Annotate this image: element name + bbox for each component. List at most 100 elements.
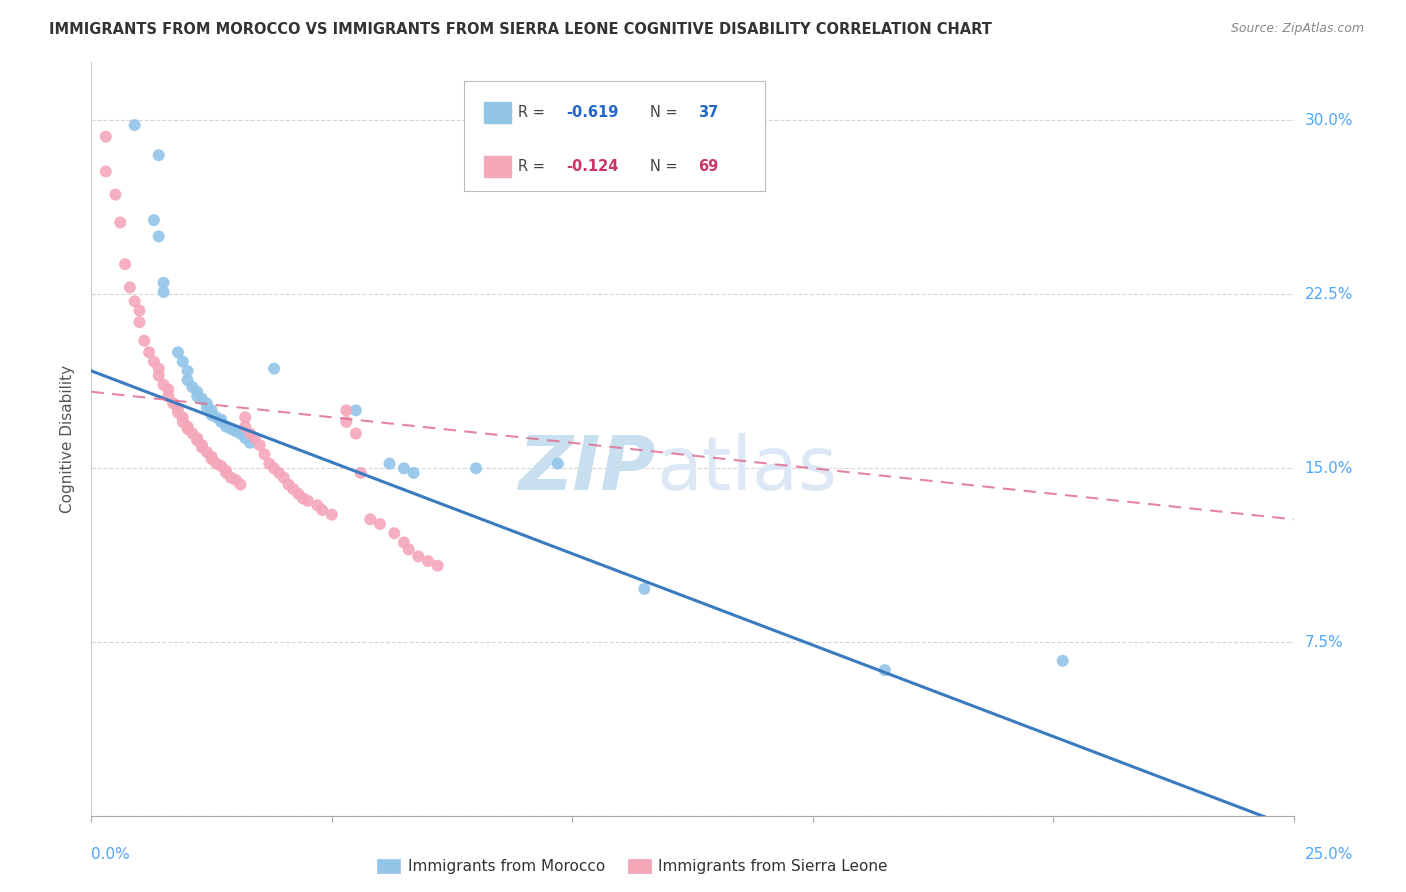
Point — [297, 493, 319, 508]
Point — [118, 280, 141, 294]
Point — [181, 426, 204, 441]
Text: IMMIGRANTS FROM MOROCCO VS IMMIGRANTS FROM SIERRA LEONE COGNITIVE DISABILITY COR: IMMIGRANTS FROM MOROCCO VS IMMIGRANTS FR… — [49, 22, 993, 37]
Point — [152, 377, 174, 392]
Point — [402, 466, 425, 480]
FancyBboxPatch shape — [485, 156, 510, 177]
Point — [392, 461, 415, 475]
Point — [172, 415, 194, 429]
Point — [195, 401, 218, 415]
Point — [243, 431, 266, 445]
Point — [273, 470, 295, 484]
Point — [167, 406, 190, 420]
Y-axis label: Cognitive Disability: Cognitive Disability — [60, 365, 76, 514]
Point — [114, 257, 136, 271]
Text: 30.0%: 30.0% — [1305, 113, 1353, 128]
Point — [547, 457, 569, 471]
Text: R =: R = — [519, 104, 550, 120]
Point — [94, 164, 117, 178]
Text: N =: N = — [651, 159, 683, 174]
Text: 22.5%: 22.5% — [1305, 287, 1353, 301]
Text: atlas: atlas — [657, 433, 838, 506]
Point — [225, 424, 247, 438]
Point — [191, 392, 214, 406]
Point — [233, 431, 256, 445]
Point — [181, 380, 204, 394]
Point — [633, 582, 655, 596]
Point — [201, 408, 224, 422]
Point — [148, 361, 170, 376]
Point — [191, 438, 214, 452]
Point — [186, 434, 208, 448]
Text: 69: 69 — [699, 159, 718, 174]
Point — [277, 477, 299, 491]
Point — [195, 445, 218, 459]
Point — [110, 215, 132, 229]
Point — [311, 503, 333, 517]
Point — [128, 303, 150, 318]
Point — [148, 368, 170, 383]
Point — [152, 276, 174, 290]
Point — [368, 516, 391, 531]
Point — [191, 441, 214, 455]
Point — [335, 403, 357, 417]
Text: 7.5%: 7.5% — [1305, 635, 1343, 649]
Point — [215, 419, 238, 434]
Point — [291, 491, 314, 506]
Point — [873, 663, 896, 677]
Point — [283, 482, 305, 496]
Point — [287, 487, 309, 501]
Point — [426, 558, 449, 573]
Point — [209, 412, 232, 426]
Point — [225, 473, 247, 487]
Text: ZIP: ZIP — [519, 433, 657, 506]
Point — [344, 426, 367, 441]
Point — [104, 187, 127, 202]
Point — [148, 148, 170, 162]
Text: 25.0%: 25.0% — [1305, 847, 1353, 862]
Point — [253, 447, 276, 461]
Point — [229, 477, 252, 491]
Point — [186, 431, 208, 445]
Text: N =: N = — [651, 104, 683, 120]
Point — [335, 415, 357, 429]
Point — [259, 457, 281, 471]
Point — [392, 535, 415, 549]
Point — [465, 461, 488, 475]
Point — [205, 410, 228, 425]
FancyBboxPatch shape — [485, 102, 510, 123]
Point — [138, 345, 160, 359]
Point — [157, 383, 180, 397]
Point — [416, 554, 439, 568]
FancyBboxPatch shape — [464, 81, 765, 191]
Text: Source: ZipAtlas.com: Source: ZipAtlas.com — [1230, 22, 1364, 36]
Point — [176, 373, 198, 387]
Point — [215, 466, 238, 480]
Point — [267, 466, 290, 480]
Point — [167, 345, 190, 359]
Point — [157, 389, 180, 403]
Point — [172, 354, 194, 368]
Point — [219, 470, 242, 484]
Point — [186, 384, 208, 399]
Text: 15.0%: 15.0% — [1305, 461, 1353, 475]
Point — [142, 354, 165, 368]
Point — [94, 129, 117, 144]
Point — [201, 450, 224, 464]
Point — [209, 415, 232, 429]
Point — [152, 285, 174, 299]
Point — [382, 526, 405, 541]
Point — [229, 426, 252, 441]
Point — [307, 499, 329, 513]
Point — [263, 361, 285, 376]
Point — [172, 410, 194, 425]
Point — [201, 403, 224, 417]
Point — [219, 422, 242, 436]
Text: 0.0%: 0.0% — [91, 847, 131, 862]
Legend: Immigrants from Morocco, Immigrants from Sierra Leone: Immigrants from Morocco, Immigrants from… — [371, 853, 894, 880]
Point — [167, 401, 190, 415]
Point — [162, 396, 184, 410]
Point — [378, 457, 401, 471]
Point — [239, 435, 262, 450]
Point — [344, 403, 367, 417]
Point — [215, 464, 238, 478]
